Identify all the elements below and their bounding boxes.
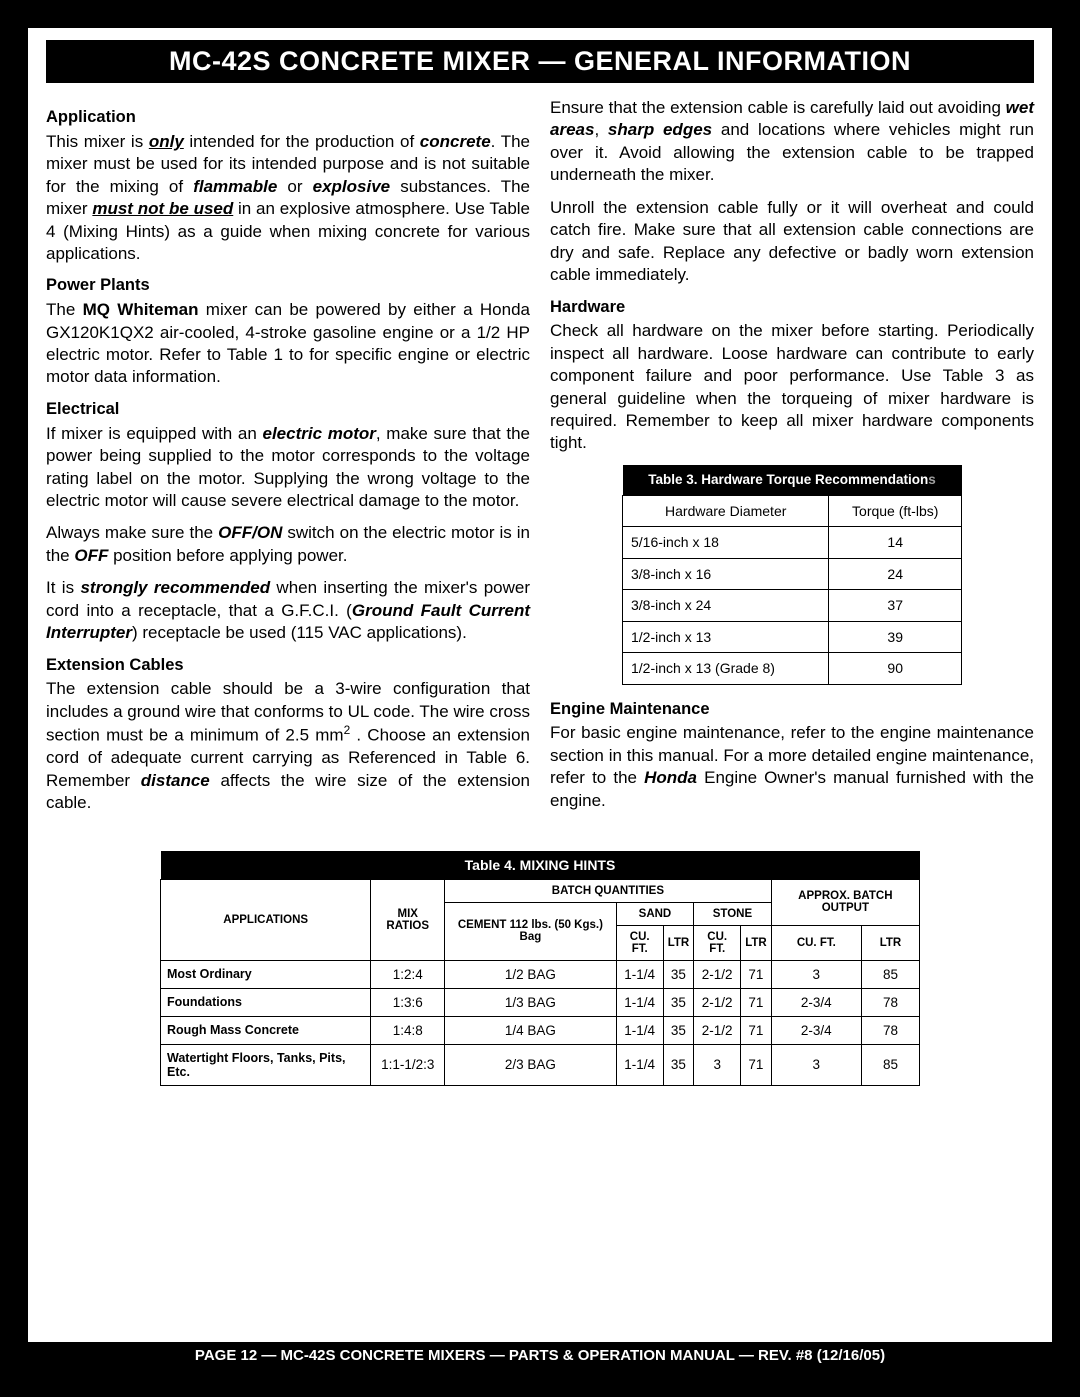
table-row: Most Ordinary 1:2:4 1/2 BAG 1-1/4 35 2-1… xyxy=(161,960,920,988)
para-engine: For basic engine maintenance, refer to t… xyxy=(550,722,1034,812)
th-cuft: CU. FT. xyxy=(616,925,663,960)
heading-extension-cables: Extension Cables xyxy=(46,655,530,677)
th-ltr: LTR xyxy=(741,925,772,960)
footer-bar: PAGE 12 — MC-42S CONCRETE MIXERS — PARTS… xyxy=(28,1342,1052,1369)
para-extension-1: The extension cable should be a 3-wire c… xyxy=(46,678,530,814)
two-column-layout: Application This mixer is only intended … xyxy=(46,97,1034,825)
th-mix: MIX RATIOS xyxy=(371,879,445,960)
heading-power-plants: Power Plants xyxy=(46,275,530,297)
heading-electrical: Electrical xyxy=(46,399,530,421)
table3-col1-header: Hardware Diameter xyxy=(623,495,829,526)
th-sand: SAND xyxy=(616,902,694,925)
table-row: 1/2-inch x 13 (Grade 8)90 xyxy=(623,653,962,684)
table3-caption: Table 3. Hardware Torque Recommendations xyxy=(623,465,962,495)
table-row: Foundations 1:3:6 1/3 BAG 1-1/4 35 2-1/2… xyxy=(161,988,920,1016)
heading-application: Application xyxy=(46,107,530,129)
table-row: 3/8-inch x 1624 xyxy=(623,558,962,589)
table-row: 1/2-inch x 1339 xyxy=(623,621,962,652)
th-cement: CEMENT 112 lbs. (50 Kgs.) Bag xyxy=(445,902,617,960)
table-row: Rough Mass Concrete 1:4:8 1/4 BAG 1-1/4 … xyxy=(161,1016,920,1044)
para-extension-3: Unroll the extension cable fully or it w… xyxy=(550,197,1034,287)
para-application: This mixer is only intended for the prod… xyxy=(46,131,530,266)
right-column: Ensure that the extension cable is caref… xyxy=(550,97,1034,825)
title-bar: MC-42S CONCRETE MIXER — GENERAL INFORMAT… xyxy=(46,40,1034,83)
th-batch: BATCH QUANTITIES xyxy=(445,879,772,902)
th-applications: APPLICATIONS xyxy=(161,879,371,960)
table3-wrap: Table 3. Hardware Torque Recommendations… xyxy=(622,465,962,685)
page-frame: MC-42S CONCRETE MIXER — GENERAL INFORMAT… xyxy=(0,0,1080,1397)
heading-hardware: Hardware xyxy=(550,297,1034,319)
table3-col2-header: Torque (ft-lbs) xyxy=(829,495,962,526)
th-cuft: CU. FT. xyxy=(694,925,741,960)
para-electrical-2: Always make sure the OFF/ON switch on th… xyxy=(46,522,530,567)
table-row: 3/8-inch x 2437 xyxy=(623,590,962,621)
para-electrical-3: It is strongly recommended when insertin… xyxy=(46,577,530,644)
th-stone: STONE xyxy=(694,902,772,925)
para-electrical-1: If mixer is equipped with an electric mo… xyxy=(46,423,530,513)
para-extension-2: Ensure that the extension cable is caref… xyxy=(550,97,1034,187)
table-hardware-torque: Table 3. Hardware Torque Recommendations… xyxy=(622,465,962,685)
heading-engine-maintenance: Engine Maintenance xyxy=(550,699,1034,721)
table-row: Watertight Floors, Tanks, Pits, Etc. 1:1… xyxy=(161,1044,920,1085)
table4-wrap: Table 4. MIXING HINTS APPLICATIONS MIX R… xyxy=(160,851,920,1086)
para-hardware: Check all hardware on the mixer before s… xyxy=(550,320,1034,455)
left-column: Application This mixer is only intended … xyxy=(46,97,530,825)
th-cuft: CU. FT. xyxy=(771,925,861,960)
table4-caption: Table 4. MIXING HINTS xyxy=(161,851,920,880)
para-power-plants: The MQ Whiteman mixer can be powered by … xyxy=(46,299,530,389)
table-mixing-hints: Table 4. MIXING HINTS APPLICATIONS MIX R… xyxy=(160,851,920,1086)
th-ltr: LTR xyxy=(663,925,694,960)
th-ltr: LTR xyxy=(861,925,919,960)
table-row: 5/16-inch x 1814 xyxy=(623,527,962,558)
th-output: APPROX. BATCH OUTPUT xyxy=(771,879,919,925)
